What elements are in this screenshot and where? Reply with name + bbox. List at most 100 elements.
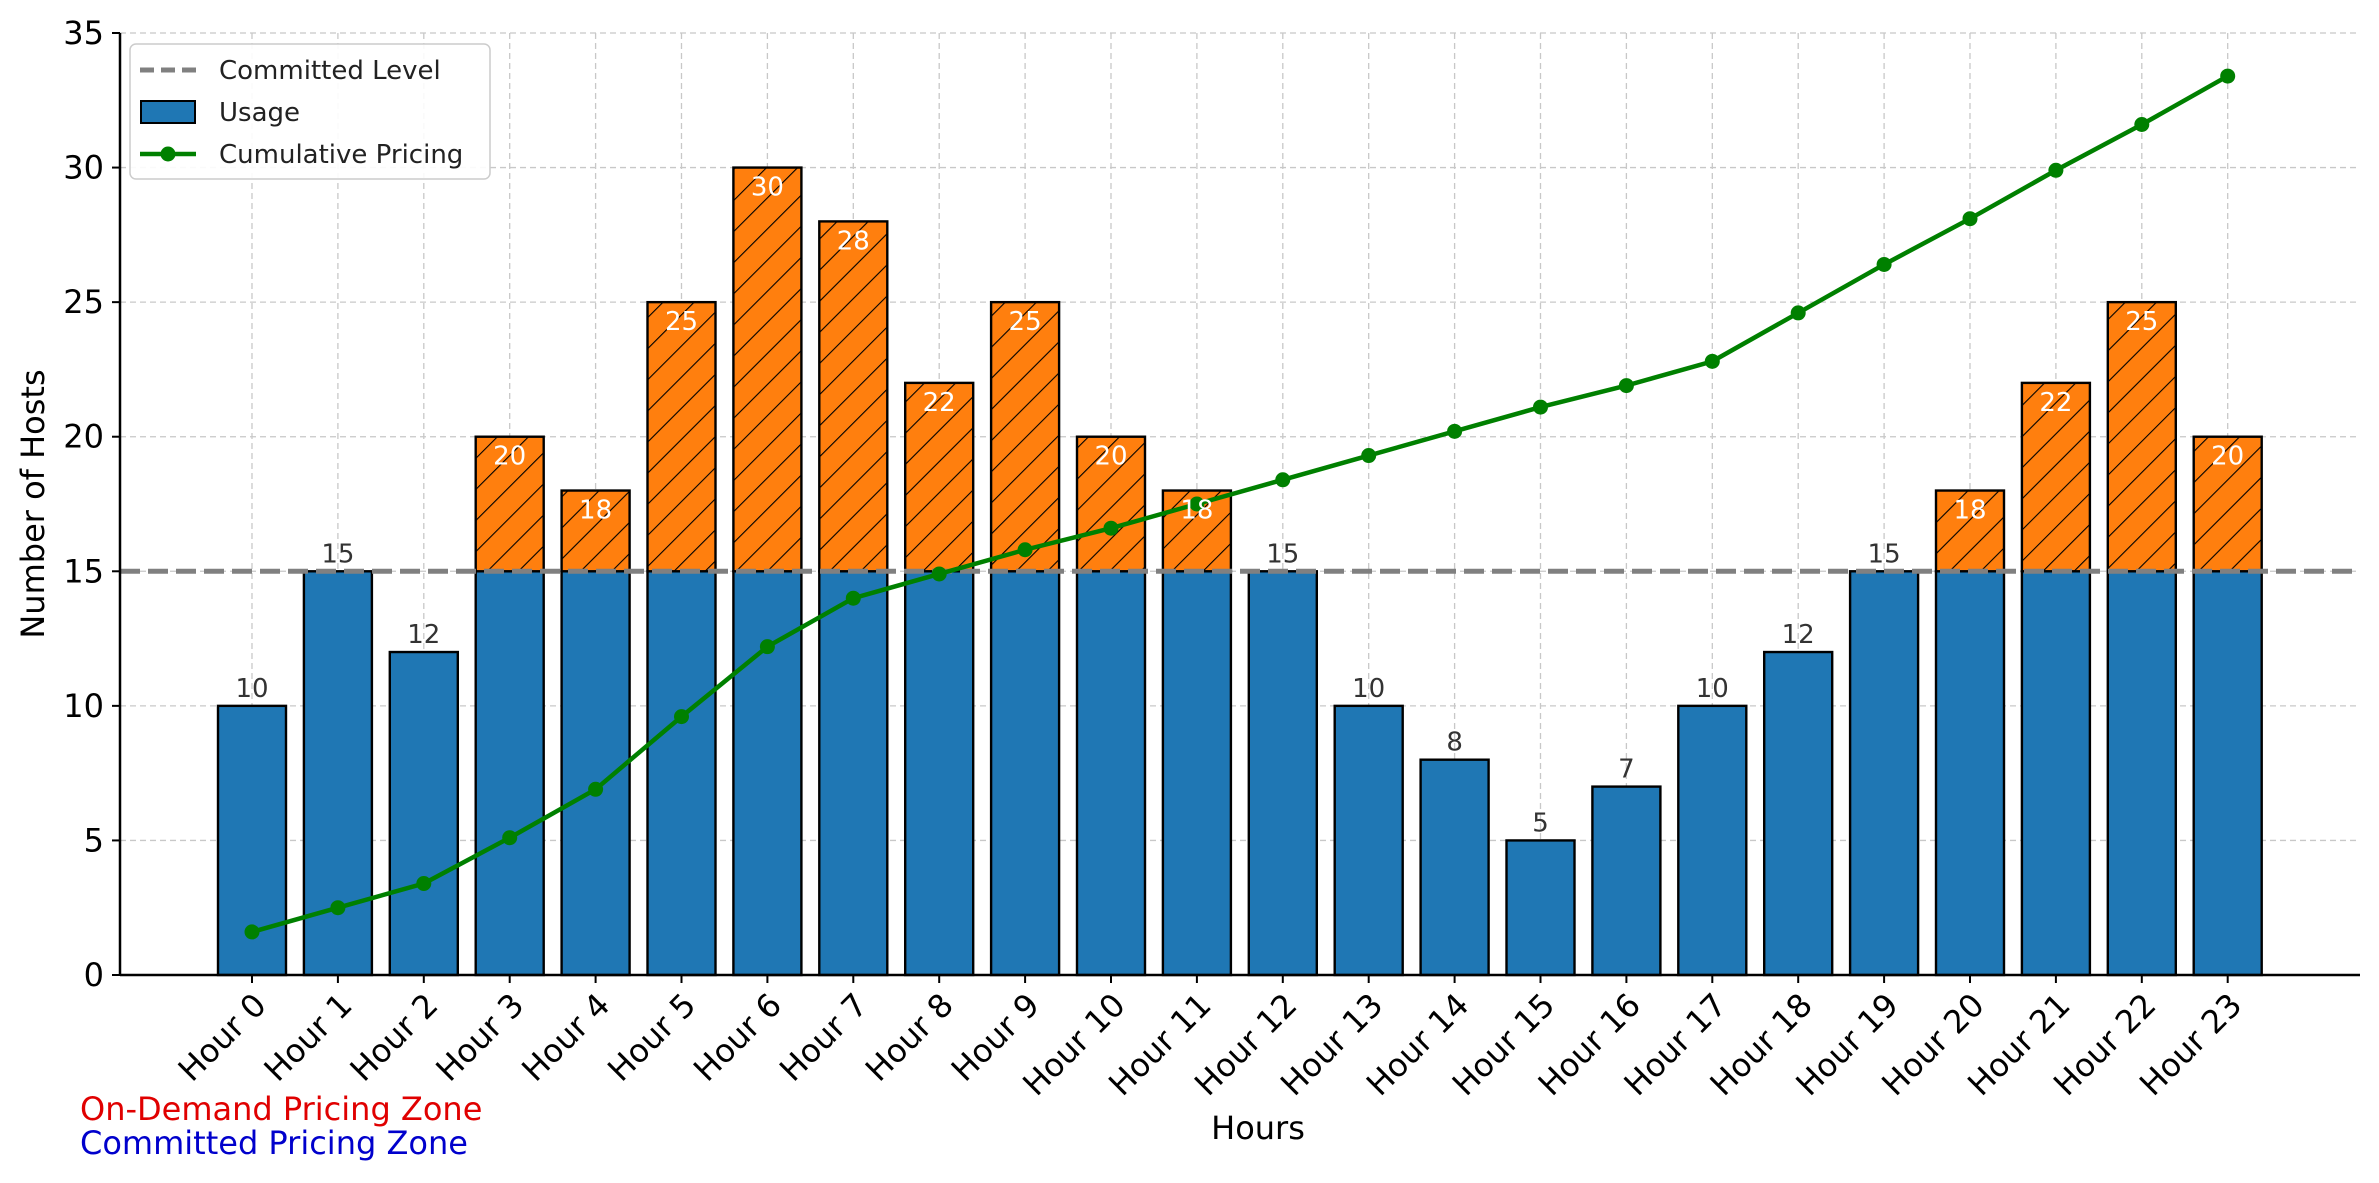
bar-value-label: 18 <box>1180 496 1213 526</box>
cumulative-pricing-point <box>244 924 260 940</box>
bar-value-label: 22 <box>2039 388 2072 418</box>
x-tick-label: Hour 4 <box>514 986 617 1089</box>
bar-overage <box>2192 435 2263 573</box>
cumulative-pricing-point <box>1189 496 1205 512</box>
bar-value-label: 12 <box>407 620 440 650</box>
bar-committed <box>1247 570 1319 977</box>
bar-overage <box>989 300 1061 573</box>
legend-label: Cumulative Pricing <box>219 140 463 170</box>
legend-label: Usage <box>219 98 300 128</box>
bar-committed <box>1934 570 2006 977</box>
y-tick-label: 30 <box>63 149 104 187</box>
bar-value-label: 10 <box>1696 674 1729 704</box>
bar-overage <box>818 220 889 573</box>
cumulative-pricing-point <box>1103 520 1119 536</box>
cumulative-pricing-point <box>1876 256 1892 272</box>
cumulative-pricing-point <box>1275 472 1291 488</box>
x-tick-label: Hour 6 <box>686 986 789 1089</box>
cumulative-pricing-point <box>2134 117 2150 133</box>
bar-value-label: 15 <box>1868 539 1901 569</box>
bar-value-label: 12 <box>1782 620 1815 650</box>
bar-committed <box>1419 758 1490 977</box>
legend-box <box>129 43 491 180</box>
bar-value-label: 20 <box>493 442 526 472</box>
bar-value-label: 28 <box>837 226 870 256</box>
bars <box>216 166 2263 977</box>
cumulative-pricing-point <box>1533 399 1548 415</box>
x-tick-label: Hour 1 <box>257 986 360 1089</box>
x-tick-label: Hour 5 <box>600 986 703 1089</box>
cumulative-pricing-point <box>416 875 432 891</box>
bar-value-label: 30 <box>751 173 784 203</box>
cumulative-pricing-point <box>1962 211 1978 227</box>
bar-overage <box>474 435 545 573</box>
cumulative-pricing-point <box>931 566 947 582</box>
y-tick-label: 25 <box>63 283 104 321</box>
bar-value-label: 25 <box>1009 307 1042 337</box>
bar-value-label: 8 <box>1446 728 1463 758</box>
bar-committed <box>2192 570 2263 977</box>
bar-value-label: 25 <box>665 307 698 337</box>
legend-swatch-usage <box>140 100 196 124</box>
bar-value-label: 5 <box>1532 808 1549 838</box>
bar-committed <box>1333 704 1404 977</box>
y-tick-label: 0 <box>84 956 104 994</box>
x-tick-label: Hour 2 <box>342 986 445 1089</box>
bar-committed <box>474 570 545 977</box>
cumulative-pricing-point <box>2220 68 2236 84</box>
y-tick-label: 10 <box>63 687 104 725</box>
bar-value-label: 25 <box>2125 307 2158 337</box>
bar-committed <box>1762 650 1834 977</box>
bar-committed <box>1677 704 1748 977</box>
bar-committed <box>388 650 459 977</box>
cumulative-pricing-point <box>1704 353 1720 369</box>
cumulative-pricing-point <box>674 709 689 725</box>
y-tick-label: 5 <box>84 821 104 859</box>
cumulative-pricing-point <box>1017 542 1033 558</box>
y-tick-label: 15 <box>63 552 104 590</box>
bar-committed <box>1505 839 1576 977</box>
bar-committed <box>1591 785 1662 977</box>
bar-value-label: 10 <box>1352 674 1385 704</box>
cumulative-pricing-path <box>251 74 2229 935</box>
bar-value-label: 15 <box>321 539 354 569</box>
bar-value-label: 22 <box>923 388 956 418</box>
bar-committed <box>2020 570 2092 977</box>
cumulative-pricing-point <box>845 590 861 606</box>
cumulative-pricing-point <box>2048 162 2064 178</box>
bar-value-label: 18 <box>579 496 612 526</box>
bar-committed <box>2106 570 2178 977</box>
legend-label: Committed Level <box>219 56 441 86</box>
bar-overage <box>732 166 803 573</box>
y-axis-title: Number of Hosts <box>14 369 52 638</box>
x-tick-label: Hour 3 <box>428 986 531 1089</box>
legend-swatch-marker <box>160 146 176 162</box>
cumulative-pricing-point <box>330 900 346 916</box>
cumulative-pricing-point <box>588 781 604 797</box>
cumulative-pricing-point <box>1790 305 1806 321</box>
bar-committed <box>560 570 631 977</box>
bar-overage <box>1934 489 2006 573</box>
bar-value-label: 7 <box>1618 755 1635 785</box>
on-demand-zone-label: On-Demand Pricing Zone <box>80 1090 483 1128</box>
bar-value-label: 10 <box>235 674 268 704</box>
y-tick-label: 20 <box>63 418 104 456</box>
bar-overage <box>646 300 717 573</box>
bar-value-label: 15 <box>1266 539 1299 569</box>
bar-committed <box>818 570 889 977</box>
committed-zone-label: Committed Pricing Zone <box>80 1124 468 1162</box>
bar-committed <box>1161 570 1233 977</box>
bar-committed <box>989 570 1061 977</box>
x-axis-title: Hours <box>1211 1109 1305 1147</box>
bar-committed <box>646 570 717 977</box>
bar-overage <box>904 381 975 573</box>
bar-committed <box>904 570 975 977</box>
legend: Committed Level Usage Cumulative Pricing <box>129 43 491 180</box>
cumulative-pricing-line <box>244 68 2236 940</box>
cumulative-pricing-point <box>1447 423 1463 439</box>
cumulative-pricing-point <box>502 830 518 846</box>
bar-value-label: 20 <box>1094 442 1127 472</box>
bar-value-labels: 10 15 12 20 18 25 30 28 22 25 20 18 15 10 8 5 7 10 12 15 18 2… <box>235 173 2244 839</box>
bar-committed <box>1848 570 1920 977</box>
